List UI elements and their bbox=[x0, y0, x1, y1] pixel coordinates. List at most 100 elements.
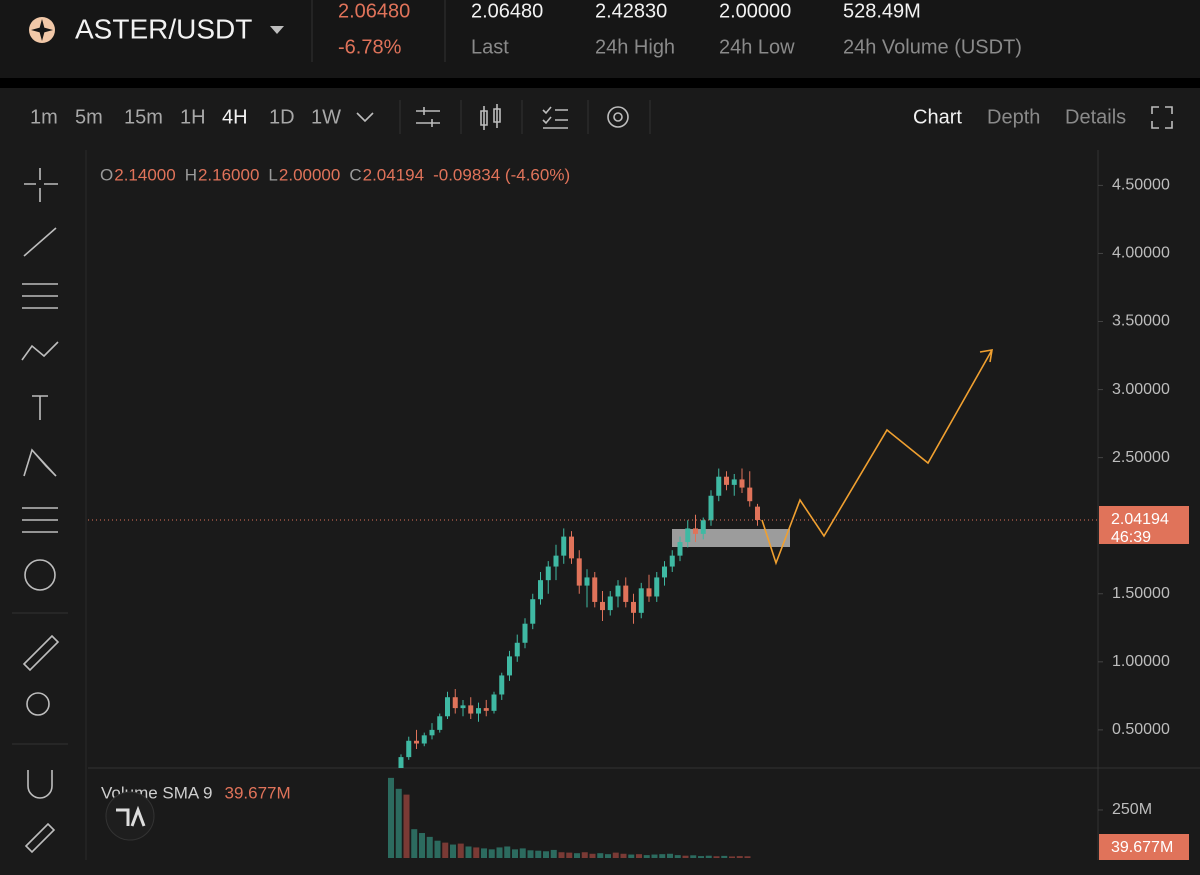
volume-bar bbox=[566, 852, 573, 858]
volume-tick-label: 250M bbox=[1112, 801, 1152, 818]
candle-body bbox=[700, 520, 706, 534]
current-price-box bbox=[1099, 505, 1189, 544]
y-tick-label: 1.50000 bbox=[1112, 585, 1170, 602]
zoom-tool[interactable] bbox=[26, 692, 50, 716]
emoji-tool[interactable] bbox=[24, 559, 56, 591]
volume-bar bbox=[388, 777, 394, 858]
candle-body bbox=[499, 675, 505, 695]
settings-button[interactable] bbox=[607, 106, 629, 128]
candle-body bbox=[561, 536, 567, 556]
volume-bar bbox=[698, 856, 704, 858]
candle-body bbox=[538, 580, 543, 600]
candle-body bbox=[514, 642, 520, 657]
volume-bar bbox=[674, 855, 681, 858]
candle-body bbox=[638, 588, 644, 613]
line-tool[interactable] bbox=[23, 227, 57, 257]
volume-bar bbox=[729, 856, 735, 858]
indicator-button[interactable] bbox=[416, 107, 440, 127]
candle-body bbox=[483, 708, 489, 711]
ruler-tool[interactable] bbox=[22, 634, 60, 672]
path-tool[interactable] bbox=[21, 341, 59, 361]
projection-path bbox=[761, 349, 993, 566]
lock-tool[interactable] bbox=[24, 822, 56, 854]
y-tick-label: 3.50000 bbox=[1112, 313, 1170, 330]
text-tool[interactable] bbox=[32, 395, 48, 420]
volume-bar bbox=[457, 843, 464, 858]
volume-bar bbox=[612, 852, 619, 858]
volume-bar bbox=[450, 844, 456, 858]
fib-tool[interactable] bbox=[22, 283, 58, 309]
legend-key: H bbox=[185, 165, 197, 184]
candle-body bbox=[437, 716, 443, 730]
magnet-tool[interactable] bbox=[27, 770, 53, 799]
candle-body bbox=[445, 697, 450, 717]
candle-body bbox=[429, 729, 435, 736]
volume-bar bbox=[473, 847, 480, 858]
interval-button[interactable]: 1H bbox=[180, 106, 206, 128]
volume-bar bbox=[558, 852, 565, 858]
candle-body bbox=[414, 740, 419, 744]
legend-value: 2.14000 bbox=[114, 165, 175, 184]
interval-more[interactable] bbox=[356, 112, 374, 123]
pattern-tool[interactable] bbox=[23, 448, 57, 477]
candle-body bbox=[654, 577, 660, 597]
settings-list-button[interactable] bbox=[542, 106, 568, 129]
volume-bar bbox=[690, 855, 697, 858]
pair-selector[interactable]: ASTER/USDT bbox=[29, 13, 284, 44]
interval-button[interactable]: 1D bbox=[269, 106, 295, 128]
legend-change: -0.09834 (-4.60%) bbox=[433, 165, 570, 184]
candle-body bbox=[662, 566, 667, 578]
volume-bar bbox=[744, 856, 751, 858]
view-tab[interactable]: Chart bbox=[913, 106, 962, 128]
stat-value: 2.06480 bbox=[471, 0, 543, 22]
top-bar bbox=[0, 0, 1200, 78]
fullscreen-button[interactable] bbox=[1151, 106, 1173, 129]
candle-body bbox=[530, 599, 536, 624]
candle-body bbox=[623, 585, 629, 602]
projection-tool[interactable] bbox=[22, 507, 58, 533]
candle-type-button[interactable] bbox=[480, 104, 501, 130]
volume-bar bbox=[504, 846, 511, 858]
volume-bar bbox=[628, 854, 635, 858]
interval-button[interactable]: 4H bbox=[222, 106, 248, 128]
interval-button[interactable]: 15m bbox=[124, 106, 163, 128]
volume-bar bbox=[519, 848, 526, 858]
volume-bar bbox=[620, 853, 627, 858]
candle-body bbox=[545, 566, 551, 581]
volume-bar bbox=[496, 847, 503, 858]
last-price: 2.06480 bbox=[338, 0, 410, 22]
legend-value: 2.16000 bbox=[198, 165, 259, 184]
interval-button[interactable]: 1W bbox=[311, 106, 341, 128]
volume-bar bbox=[636, 854, 642, 858]
volume-bar bbox=[434, 840, 441, 858]
view-tab[interactable]: Details bbox=[1065, 106, 1126, 128]
volume-bar bbox=[581, 852, 588, 858]
candle-body bbox=[731, 479, 737, 485]
stat-label: 24h Low bbox=[719, 36, 795, 58]
candle-body bbox=[646, 588, 652, 597]
volume-bar bbox=[667, 853, 673, 858]
legend-key: L bbox=[268, 165, 277, 184]
volume-bar bbox=[721, 855, 728, 858]
stat-value: 2.00000 bbox=[719, 0, 791, 22]
chart-panel bbox=[0, 88, 1200, 875]
volume-bar bbox=[535, 850, 542, 858]
candle-body bbox=[716, 476, 722, 496]
interval-button[interactable]: 5m bbox=[75, 106, 103, 128]
candle-body bbox=[398, 757, 404, 768]
candle-body bbox=[522, 623, 528, 643]
volume-bar bbox=[597, 853, 604, 858]
crosshair-tool[interactable] bbox=[24, 168, 58, 202]
volume-sma-value: 39.677M bbox=[225, 783, 291, 802]
interval-button[interactable]: 1m bbox=[30, 106, 58, 128]
token-icon-mark bbox=[31, 19, 53, 41]
current-price-label: 2.04194 bbox=[1111, 511, 1169, 528]
y-tick-label: 3.00000 bbox=[1112, 381, 1170, 398]
y-tick-label: 4.50000 bbox=[1112, 177, 1170, 194]
view-tab[interactable]: Depth bbox=[987, 106, 1040, 128]
dropdown-caret bbox=[270, 26, 284, 34]
price-change: -6.78% bbox=[338, 36, 402, 58]
legend-value: 2.00000 bbox=[279, 165, 340, 184]
volume-bar bbox=[527, 850, 534, 858]
